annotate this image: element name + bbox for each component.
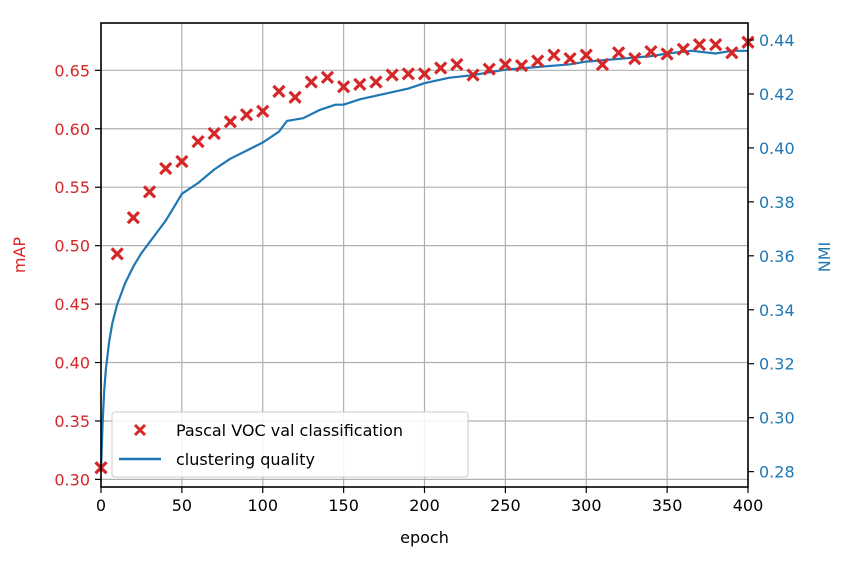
left-y-tick-label: 0.50 xyxy=(54,237,90,256)
x-tick-label: 150 xyxy=(328,496,359,515)
data-point-map xyxy=(595,57,610,72)
data-point-map xyxy=(579,48,593,62)
left-y-tick-label: 0.60 xyxy=(54,120,90,139)
data-point-map xyxy=(126,210,140,225)
data-point-map xyxy=(450,57,464,72)
data-point-map xyxy=(304,75,318,89)
x-tick-label: 100 xyxy=(247,496,278,515)
data-point-map xyxy=(239,108,254,122)
clustering-quality-line xyxy=(99,49,748,472)
x-tick-label: 0 xyxy=(96,496,106,515)
data-point-map xyxy=(369,75,383,89)
x-tick-label: 200 xyxy=(409,496,440,515)
right-y-tick-label: 0.32 xyxy=(759,355,795,374)
data-point-map xyxy=(385,68,399,82)
left-y-axis-ticks: 0.30 0.35 0.40 0.45 0.50 0.55 0.60 0.65 xyxy=(54,61,101,489)
legend: Pascal VOC val classification clustering… xyxy=(111,411,469,478)
legend-label-clustering-quality: clustering quality xyxy=(176,450,315,469)
data-point-map xyxy=(320,70,335,84)
right-y-tick-label: 0.38 xyxy=(759,193,795,212)
data-point-map xyxy=(563,52,577,66)
data-point-map xyxy=(692,37,707,52)
data-point-map xyxy=(288,90,302,104)
data-point-map xyxy=(660,47,674,61)
data-point-map xyxy=(482,62,496,76)
data-point-map xyxy=(531,54,545,68)
data-point-map xyxy=(709,37,723,52)
data-point-map xyxy=(353,77,367,91)
legend-label-pascal-voc: Pascal VOC val classification xyxy=(176,421,403,440)
left-y-axis-label: mAP xyxy=(10,237,29,274)
data-point-map xyxy=(191,134,205,149)
data-point-map xyxy=(498,57,513,72)
data-point-map xyxy=(401,67,415,81)
left-y-tick-label: 0.65 xyxy=(54,61,90,80)
data-point-map xyxy=(207,126,221,141)
data-point-map xyxy=(110,247,124,261)
right-y-tick-label: 0.44 xyxy=(759,31,795,50)
right-y-tick-label: 0.34 xyxy=(759,301,795,320)
pascal-voc-series xyxy=(94,35,755,475)
right-y-tick-label: 0.30 xyxy=(759,409,795,428)
right-y-tick-label: 0.28 xyxy=(759,463,795,482)
left-y-tick-label: 0.30 xyxy=(54,470,90,489)
data-point-map xyxy=(676,42,690,56)
x-axis-ticks: 0 50 100 150 200 250 300 350 400 xyxy=(96,487,763,515)
right-y-axis-ticks: 0.28 0.30 0.32 0.34 0.36 0.38 0.40 0.42 0.44 xyxy=(748,31,795,482)
data-point-map xyxy=(142,185,157,199)
x-tick-label: 300 xyxy=(571,496,602,515)
data-point-map xyxy=(417,67,432,81)
legend-marker-x-icon xyxy=(133,423,147,437)
data-point-map xyxy=(272,84,286,99)
data-point-map xyxy=(159,161,173,176)
data-point-map xyxy=(175,154,189,169)
data-point-map xyxy=(336,80,351,94)
clustering-quality-series xyxy=(99,49,748,472)
data-point-map xyxy=(644,45,658,59)
data-point-map xyxy=(628,52,642,66)
left-y-tick-label: 0.40 xyxy=(54,354,90,373)
legend-box xyxy=(111,411,469,478)
x-tick-label: 400 xyxy=(733,496,764,515)
data-point-map xyxy=(725,46,739,60)
right-y-tick-label: 0.36 xyxy=(759,247,795,266)
right-y-tick-label: 0.42 xyxy=(759,85,795,104)
data-point-map xyxy=(547,48,561,62)
right-y-tick-label: 0.40 xyxy=(759,139,795,158)
data-point-map xyxy=(434,61,448,75)
x-axis-label: epoch xyxy=(400,528,449,547)
x-tick-label: 50 xyxy=(172,496,192,515)
data-point-map xyxy=(611,46,626,60)
left-y-tick-label: 0.55 xyxy=(54,178,90,197)
data-point-map xyxy=(466,68,480,82)
x-tick-label: 350 xyxy=(652,496,683,515)
data-point-map xyxy=(223,115,238,129)
left-y-tick-label: 0.35 xyxy=(54,412,90,431)
right-y-axis-label: NMI xyxy=(815,242,834,273)
left-y-tick-label: 0.45 xyxy=(54,295,90,314)
data-point-map xyxy=(256,104,270,118)
data-point-map xyxy=(514,59,529,73)
x-tick-label: 250 xyxy=(490,496,521,515)
